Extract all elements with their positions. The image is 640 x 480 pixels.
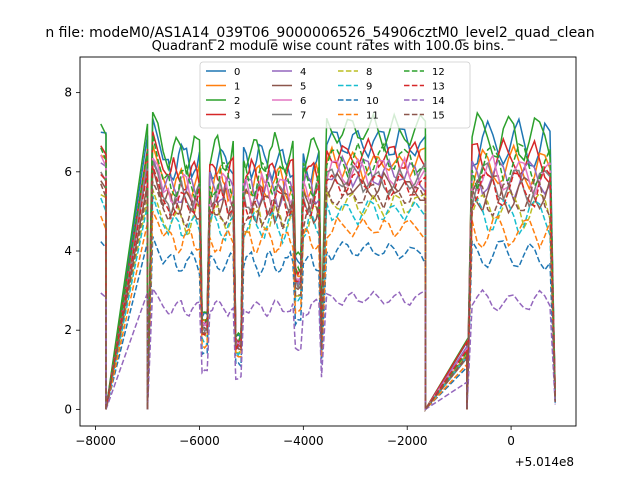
y-tick-label: 4	[64, 244, 72, 258]
series-line-15	[100, 178, 556, 412]
axes-frame	[79, 56, 577, 427]
x-tick-label: −4000	[283, 434, 324, 448]
legend-label: 10	[366, 96, 379, 107]
legend-label: 3	[234, 111, 240, 122]
y-tick-label: 0	[64, 402, 72, 416]
y-tick-label: 8	[64, 86, 72, 100]
series-line-10	[100, 236, 556, 412]
legend-label: 13	[432, 82, 445, 93]
legend-label: 5	[300, 82, 306, 93]
y-tick-label: 2	[64, 323, 72, 337]
x-tick-label: −6000	[179, 434, 220, 448]
series-line-12	[100, 134, 556, 412]
legend-label: 0	[234, 67, 240, 78]
legend-label: 11	[366, 111, 379, 122]
legend-label: 4	[300, 67, 306, 78]
figure-suptitle: n file: modeM0/AS1A14_039T06_9000006526_…	[45, 25, 594, 41]
x-tick-label: 0	[507, 434, 515, 448]
legend-label: 14	[432, 96, 445, 107]
y-axis: 0 2 4 6 8	[64, 86, 80, 416]
legend-label: 9	[366, 82, 372, 93]
chart-title: Quadrant 2 module wise count rates with …	[152, 39, 505, 54]
legend-label: 12	[432, 67, 445, 78]
legend-label: 8	[366, 67, 372, 78]
series-line-13	[100, 165, 556, 412]
legend-label: 15	[432, 111, 445, 122]
legend-label: 2	[234, 96, 240, 107]
y-tick-label: 6	[64, 165, 72, 179]
x-tick-label: −2000	[387, 434, 428, 448]
x-axis: −8000 −6000 −4000 −2000 0	[75, 426, 515, 448]
legend-label: 6	[300, 96, 306, 107]
legend-label: 7	[300, 111, 306, 122]
x-tick-label: −8000	[75, 434, 116, 448]
x-offset-label: +5.014e8	[515, 455, 574, 469]
legend-label: 1	[234, 82, 240, 93]
plot-area	[100, 111, 556, 413]
legend-box	[199, 61, 471, 129]
